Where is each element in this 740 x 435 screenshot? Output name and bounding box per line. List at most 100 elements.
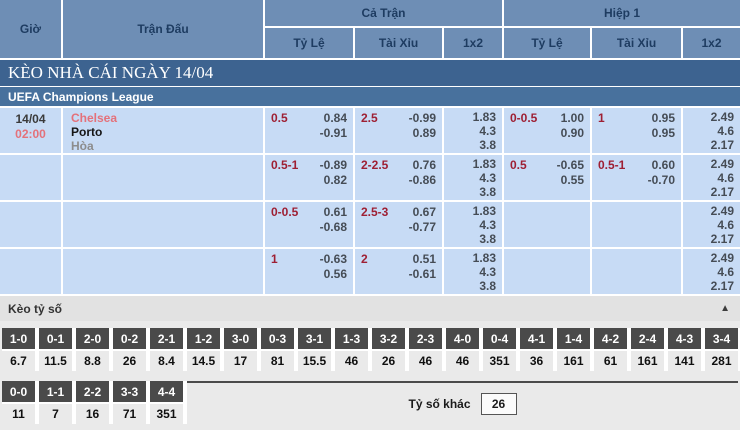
odd-value[interactable]: -0.89 [319,158,347,172]
score-odd-value[interactable]: 281 [705,351,738,371]
odd-value[interactable]: 3.8 [479,232,496,246]
score-cell[interactable]: 0-2 26 [113,328,146,371]
ft-handicap-odds[interactable]: 0-0.5 0.61 -0.68 [265,202,353,247]
score-cell[interactable]: 3-1 15.5 [298,328,331,371]
score-odd-value[interactable]: 36 [520,351,553,371]
odd-value[interactable]: 4.6 [717,171,734,185]
odd-value[interactable]: 0.89 [412,126,436,140]
odd-value[interactable]: 2.17 [710,232,734,246]
handicap-line[interactable]: 1 [271,252,278,266]
odd-value[interactable]: 2.49 [710,110,734,124]
score-cell[interactable]: 4-4 351 [150,381,183,424]
score-odd-value[interactable]: 46 [446,351,479,371]
odd-value[interactable]: -0.77 [408,220,436,234]
score-odd-value[interactable]: 81 [261,351,294,371]
odd-value[interactable]: 0.55 [560,173,584,187]
h1-1x2-odds[interactable]: 2.49 4.6 2.17 [683,108,740,153]
score-odd-value[interactable]: 16 [76,404,109,424]
score-cell[interactable]: 1-3 46 [335,328,368,371]
odd-value[interactable]: 0.51 [412,252,436,266]
home-team[interactable]: Chelsea [71,111,118,125]
score-cell[interactable]: 3-2 26 [372,328,405,371]
score-odd-value[interactable]: 161 [557,351,590,371]
overunder-line[interactable]: 2-2.5 [361,158,389,172]
score-label[interactable]: 3-2 [372,328,405,349]
odd-value[interactable]: -0.61 [408,267,436,281]
ft-1x2-odds[interactable]: 1.83 4.3 3.8 [444,249,502,294]
odd-value[interactable]: 4.3 [479,124,496,138]
score-cell[interactable]: 2-4 161 [631,328,664,371]
score-label[interactable]: 4-3 [668,328,701,349]
odd-value[interactable]: 1.83 [472,157,496,171]
odd-value[interactable]: 4.3 [479,218,496,232]
score-section-toggle[interactable]: Kèo tỷ số ▲ [0,296,740,321]
handicap-line[interactable]: 0.5 [510,158,527,172]
score-cell[interactable]: 0-3 81 [261,328,294,371]
ft-1x2-odds[interactable]: 1.83 4.3 3.8 [444,155,502,200]
league-banner[interactable]: UEFA Champions League [0,87,740,106]
h1-overunder-odds[interactable]: 0.5-1 0.60 -0.70 [592,155,681,200]
score-cell[interactable]: 4-1 36 [520,328,553,371]
odd-value[interactable]: 4.3 [479,171,496,185]
score-cell[interactable]: 4-0 46 [446,328,479,371]
odd-value[interactable]: 2.17 [710,185,734,199]
ft-handicap-odds[interactable]: 0.5-1 -0.89 0.82 [265,155,353,200]
odd-value[interactable]: -0.70 [647,173,675,187]
odd-value[interactable]: 3.8 [479,279,496,293]
score-odd-value[interactable]: 15.5 [298,351,331,371]
score-cell[interactable]: 0-4 351 [483,328,516,371]
overunder-line[interactable]: 2 [361,252,368,266]
odd-value[interactable]: 4.6 [717,124,734,138]
score-label[interactable]: 3-3 [113,381,146,402]
score-label[interactable]: 1-4 [557,328,590,349]
odd-value[interactable]: 3.8 [479,138,496,152]
handicap-line[interactable]: 0-0.5 [510,111,538,125]
odd-value[interactable]: -0.86 [408,173,436,187]
odd-value[interactable]: 1.83 [472,110,496,124]
score-odd-value[interactable]: 8.8 [76,351,109,371]
score-label[interactable]: 4-1 [520,328,553,349]
odd-value[interactable]: 2.17 [710,138,734,152]
score-odd-value[interactable]: 46 [409,351,442,371]
score-cell[interactable]: 2-2 16 [76,381,109,424]
odd-value[interactable]: 0.90 [560,126,584,140]
score-odd-value[interactable]: 161 [631,351,664,371]
score-cell[interactable]: 3-3 71 [113,381,146,424]
odd-value[interactable]: 4.3 [479,265,496,279]
odd-value[interactable]: 2.17 [710,279,734,293]
odd-value[interactable]: -0.99 [408,111,436,125]
score-label[interactable]: 1-3 [335,328,368,349]
score-label[interactable]: 2-3 [409,328,442,349]
score-label[interactable]: 3-0 [224,328,257,349]
ft-handicap-odds[interactable]: 0.5 0.84 -0.91 [265,108,353,153]
score-cell[interactable]: 2-0 8.8 [76,328,109,371]
score-cell[interactable]: 1-2 14.5 [187,328,220,371]
score-odd-value[interactable]: 351 [483,351,516,371]
score-cell[interactable]: 3-4 281 [705,328,738,371]
score-odd-value[interactable]: 17 [224,351,257,371]
odd-value[interactable]: 4.6 [717,265,734,279]
handicap-line[interactable]: 0-0.5 [271,205,299,219]
overunder-line[interactable]: 2.5-3 [361,205,389,219]
ft-overunder-odds[interactable]: 2.5-3 0.67 -0.77 [355,202,442,247]
score-label[interactable]: 0-0 [2,381,35,402]
score-label[interactable]: 4-0 [446,328,479,349]
score-cell[interactable]: 1-4 161 [557,328,590,371]
score-label[interactable]: 4-4 [150,381,183,402]
score-label[interactable]: 1-2 [187,328,220,349]
odd-value[interactable]: 0.76 [412,158,436,172]
ft-handicap-odds[interactable]: 1 -0.63 0.56 [265,249,353,294]
odd-value[interactable]: 4.6 [717,218,734,232]
ft-overunder-odds[interactable]: 2 0.51 -0.61 [355,249,442,294]
h1-handicap-odds[interactable]: 0.5 -0.65 0.55 [504,155,590,200]
odd-value[interactable]: -0.63 [319,252,347,266]
score-label[interactable]: 2-0 [76,328,109,349]
score-odd-value[interactable]: 6.7 [2,351,35,371]
score-label[interactable]: 0-4 [483,328,516,349]
score-cell[interactable]: 1-1 7 [39,381,72,424]
score-label[interactable]: 0-1 [39,328,72,349]
odd-value[interactable]: 0.84 [323,111,347,125]
score-label[interactable]: 0-2 [113,328,146,349]
odd-value[interactable]: 0.95 [651,126,675,140]
handicap-line[interactable]: 0.5 [271,111,288,125]
